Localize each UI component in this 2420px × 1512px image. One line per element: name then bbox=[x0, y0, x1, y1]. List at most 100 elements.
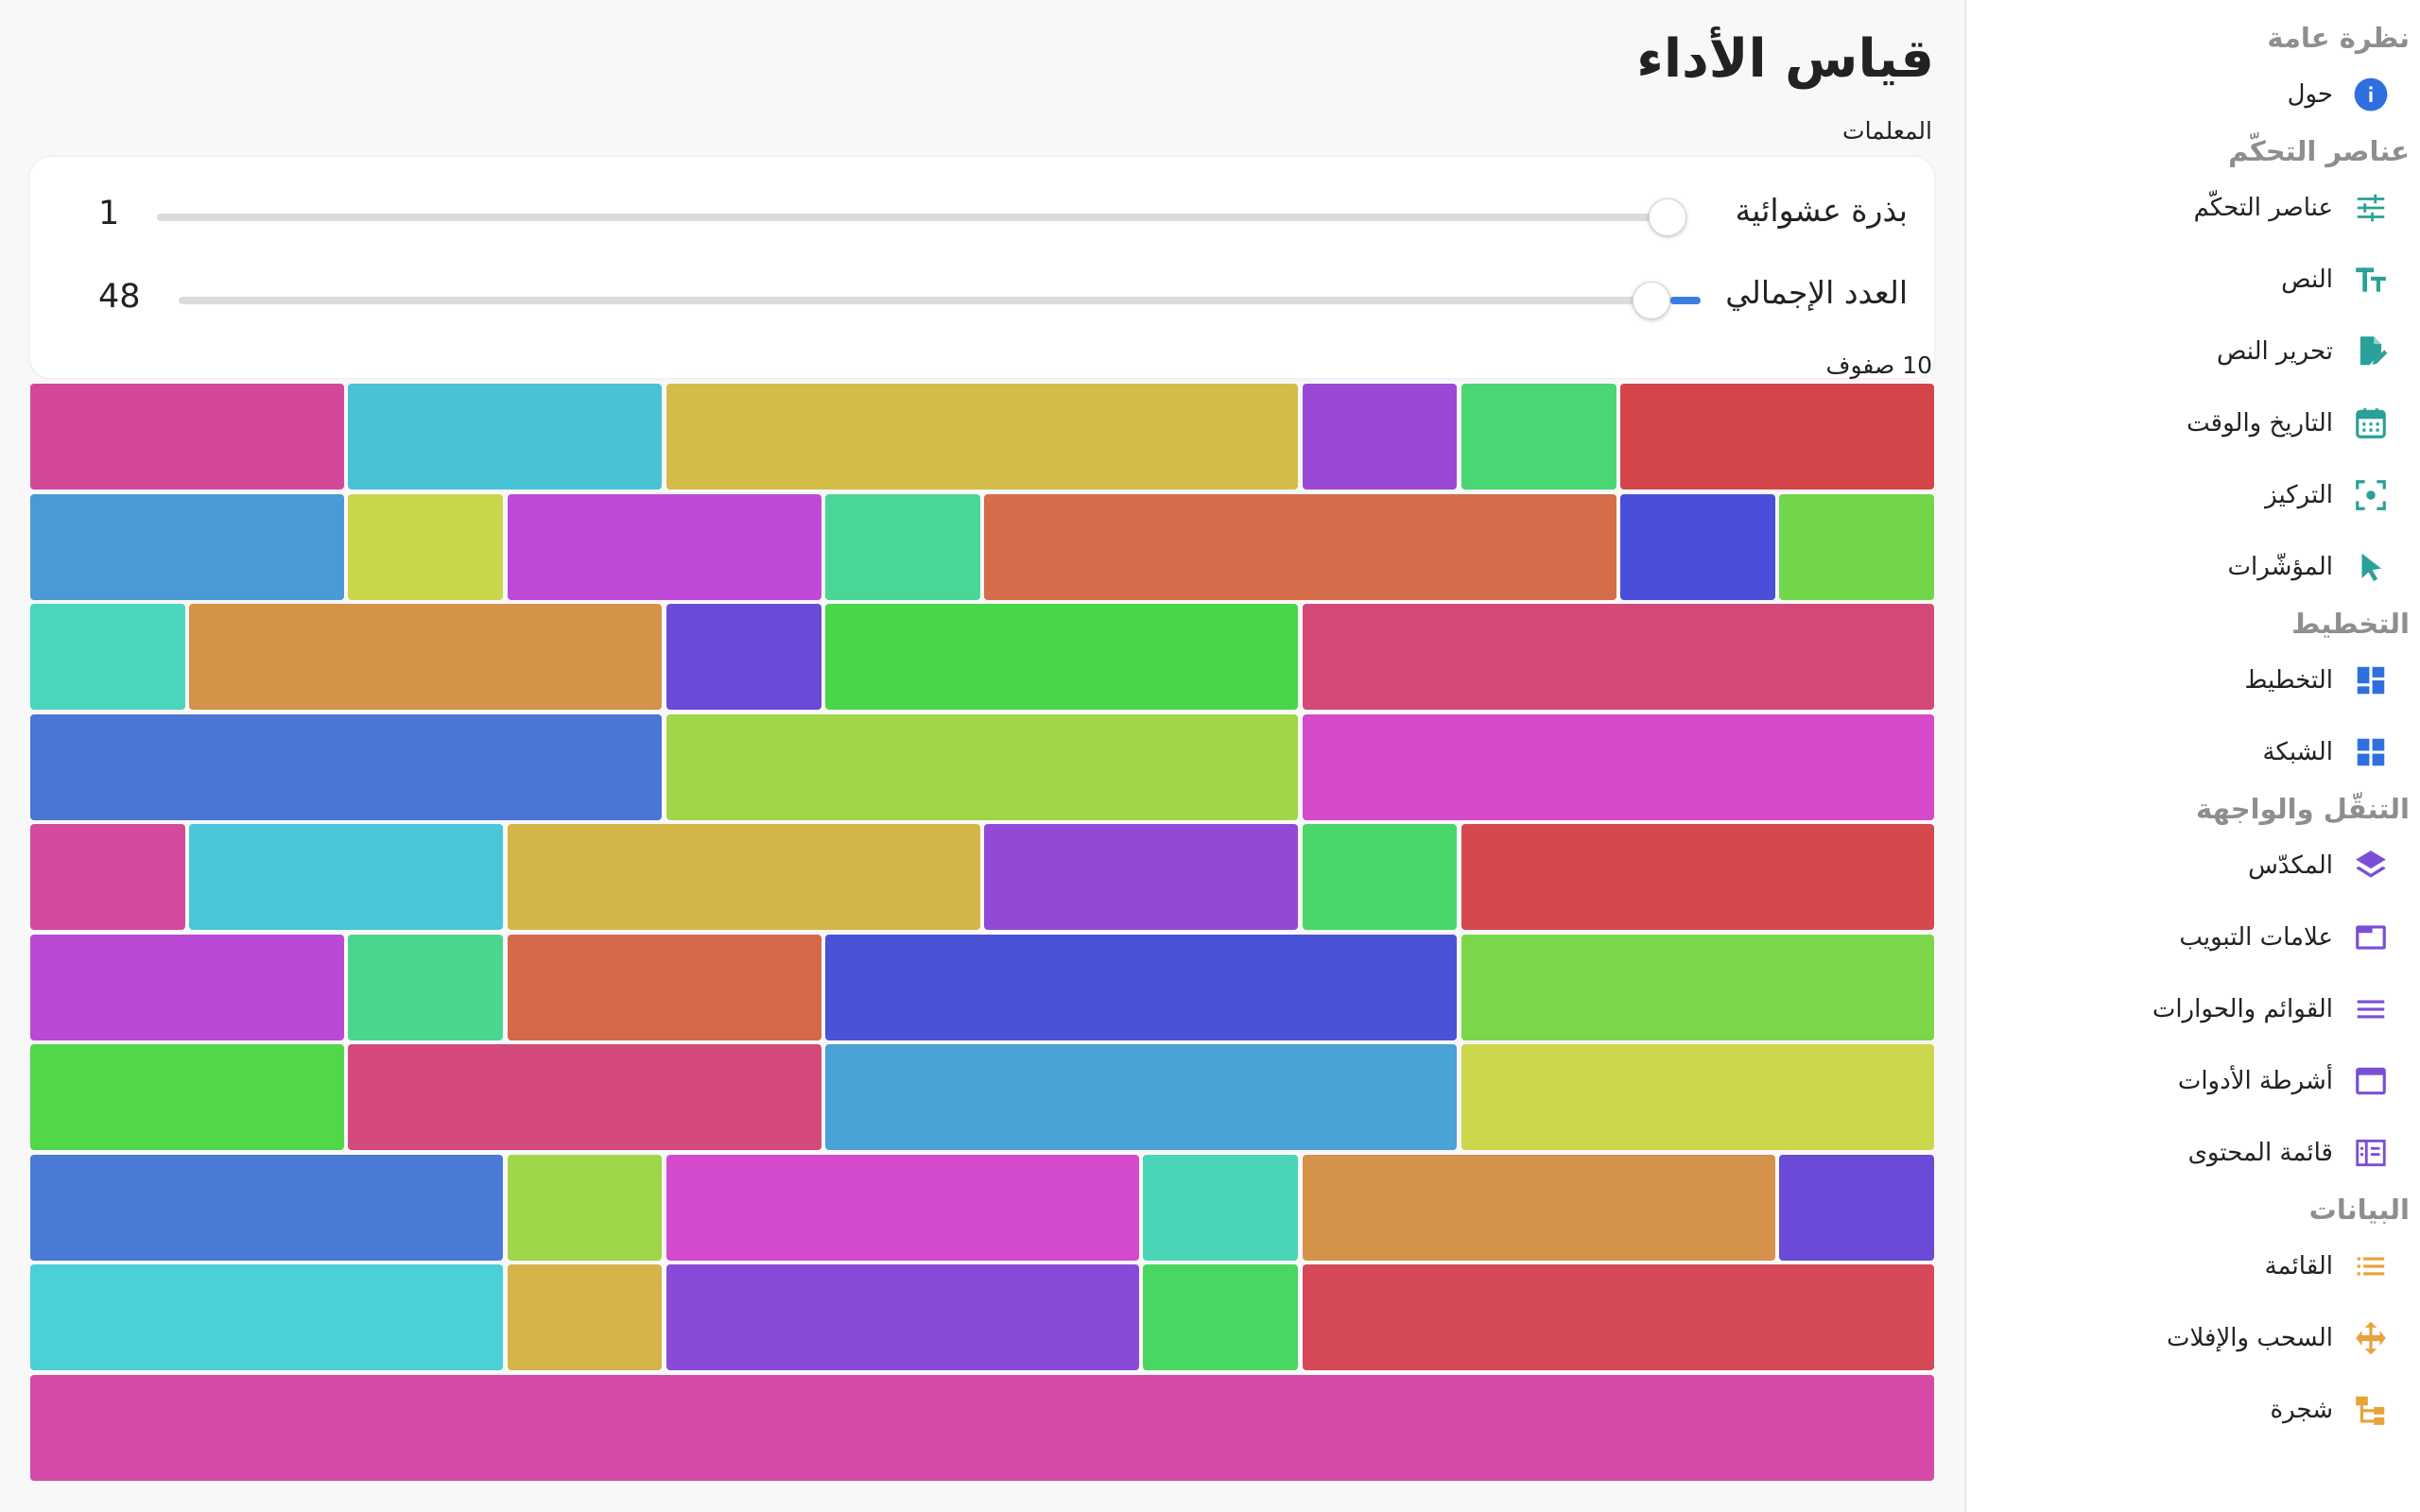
color-block bbox=[507, 493, 821, 600]
calendar-icon bbox=[2352, 404, 2390, 442]
color-block bbox=[189, 824, 504, 930]
color-block bbox=[1302, 824, 1458, 930]
sidebar-item-label: التاريخ والوقت bbox=[2187, 409, 2333, 438]
sidebar-item-pointer[interactable]: المؤشّرات bbox=[1966, 531, 2420, 603]
sliders-icon bbox=[2352, 189, 2390, 227]
color-block bbox=[30, 934, 344, 1040]
color-block bbox=[348, 934, 504, 1040]
color-block bbox=[1620, 384, 1934, 490]
sidebar-item-drag[interactable]: السحب والإفلات bbox=[1966, 1302, 2420, 1374]
color-block bbox=[1461, 1044, 1934, 1150]
sidebar-item-text[interactable]: النص bbox=[1966, 244, 2420, 316]
color-block bbox=[1302, 713, 1934, 820]
sidebar-item-info[interactable]: حول bbox=[1966, 59, 2420, 130]
sidebar-item-tabs[interactable]: علامات التبويب bbox=[1966, 902, 2420, 973]
sidebar-item-focus[interactable]: التركيز bbox=[1966, 459, 2420, 531]
color-block bbox=[507, 1154, 663, 1261]
grid-row bbox=[30, 824, 1934, 930]
toc-icon bbox=[2352, 1134, 2390, 1172]
sidebar-item-sliders[interactable]: عناصر التحكّم bbox=[1966, 172, 2420, 244]
text-icon bbox=[2352, 261, 2390, 299]
sidebar-item-tree[interactable]: شجرة bbox=[1966, 1374, 2420, 1446]
sidebar-item-stack[interactable]: المكدّس bbox=[1966, 830, 2420, 902]
params-section-label: المعلمات bbox=[1842, 117, 1932, 145]
blocks-grid bbox=[30, 384, 1934, 1485]
color-block bbox=[348, 493, 504, 600]
sidebar-item-list[interactable]: القائمة bbox=[1966, 1230, 2420, 1302]
sidebar-item-toolbar[interactable]: أشرطة الأدوات bbox=[1966, 1045, 2420, 1117]
drag-icon bbox=[2352, 1319, 2390, 1357]
color-block bbox=[30, 493, 344, 600]
color-block bbox=[984, 493, 1616, 600]
tabs-icon bbox=[2352, 919, 2390, 956]
page-title: قياس الأداء bbox=[1636, 28, 1934, 90]
color-block bbox=[1143, 1264, 1299, 1370]
color-block bbox=[1461, 384, 1616, 490]
list-icon bbox=[2352, 1247, 2390, 1285]
color-block bbox=[507, 1264, 663, 1370]
sidebar-item-label: المكدّس bbox=[2248, 851, 2333, 880]
color-block bbox=[1302, 604, 1934, 710]
color-block bbox=[30, 1374, 1934, 1481]
color-block bbox=[30, 604, 185, 710]
grid-row bbox=[30, 1374, 1934, 1481]
sidebar-section-heading: عناصر التحكّم bbox=[2228, 135, 2410, 167]
sidebar-section-heading: نظرة عامة bbox=[2267, 22, 2410, 54]
sidebar-section-heading: التخطيط bbox=[2291, 608, 2410, 640]
sidebar-item-edit-document[interactable]: تحرير النص bbox=[1966, 316, 2420, 387]
color-block bbox=[30, 1154, 504, 1261]
color-block bbox=[1779, 1154, 1934, 1261]
params-card: بذرة عشوائية 1 العدد الإجمالي 48 bbox=[30, 157, 1934, 378]
sidebar-item-label: أشرطة الأدوات bbox=[2177, 1067, 2333, 1095]
color-block bbox=[348, 384, 663, 490]
count-slider-fill bbox=[1669, 297, 1701, 304]
seed-slider-thumb[interactable] bbox=[1649, 198, 1686, 236]
color-block bbox=[507, 824, 980, 930]
color-block bbox=[30, 1044, 344, 1150]
seed-slider[interactable] bbox=[157, 214, 1686, 221]
color-block bbox=[1461, 824, 1934, 930]
color-block bbox=[666, 384, 1299, 490]
sidebar-item-toc[interactable]: قائمة المحتوى bbox=[1966, 1117, 2420, 1189]
rows-count-caption: 10 صفوف bbox=[1825, 352, 1932, 379]
color-block bbox=[1461, 934, 1934, 1040]
sidebar-item-label: علامات التبويب bbox=[2179, 923, 2333, 952]
color-block bbox=[30, 824, 185, 930]
color-block bbox=[1779, 493, 1934, 600]
count-value: 48 bbox=[98, 278, 141, 316]
color-block bbox=[1143, 1154, 1299, 1261]
toolbar-icon bbox=[2352, 1062, 2390, 1100]
main-content: قياس الأداء المعلمات بذرة عشوائية 1 العد… bbox=[30, 28, 1934, 1485]
grid-row bbox=[30, 934, 1934, 1040]
sidebar-item-label: الشبكة bbox=[2262, 738, 2333, 766]
grid-icon bbox=[2352, 733, 2390, 771]
sidebar-section-heading: التنقّل والواجهة bbox=[2196, 793, 2410, 825]
sidebar-item-menu[interactable]: القوائم والحوارات bbox=[1966, 973, 2420, 1045]
color-block bbox=[666, 1154, 1139, 1261]
color-block bbox=[30, 1264, 504, 1370]
color-block bbox=[189, 604, 663, 710]
count-slider[interactable] bbox=[179, 297, 1701, 304]
color-block bbox=[825, 1044, 1458, 1150]
sidebar-item-layout[interactable]: التخطيط bbox=[1966, 644, 2420, 716]
stack-icon bbox=[2352, 847, 2390, 885]
color-block bbox=[1620, 493, 1775, 600]
tree-icon bbox=[2352, 1391, 2390, 1429]
sidebar-item-label: المؤشّرات bbox=[2227, 553, 2333, 581]
menu-icon bbox=[2352, 990, 2390, 1028]
grid-row bbox=[30, 493, 1934, 600]
color-block bbox=[666, 713, 1299, 820]
sidebar-item-grid[interactable]: الشبكة bbox=[1966, 716, 2420, 788]
sidebar-item-label: شجرة bbox=[2270, 1396, 2333, 1424]
sidebar-item-calendar[interactable]: التاريخ والوقت bbox=[1966, 387, 2420, 459]
sidebar-item-label: القوائم والحوارات bbox=[2152, 995, 2333, 1023]
grid-row bbox=[30, 1264, 1934, 1370]
grid-row bbox=[30, 713, 1934, 820]
count-label: العدد الإجمالي bbox=[1725, 274, 1908, 311]
edit-document-icon bbox=[2352, 333, 2390, 370]
color-block bbox=[825, 934, 1458, 1040]
grid-row bbox=[30, 1044, 1934, 1150]
grid-row bbox=[30, 384, 1934, 490]
seed-label: بذرة عشوائية bbox=[1735, 192, 1908, 229]
count-slider-thumb[interactable] bbox=[1632, 282, 1670, 319]
